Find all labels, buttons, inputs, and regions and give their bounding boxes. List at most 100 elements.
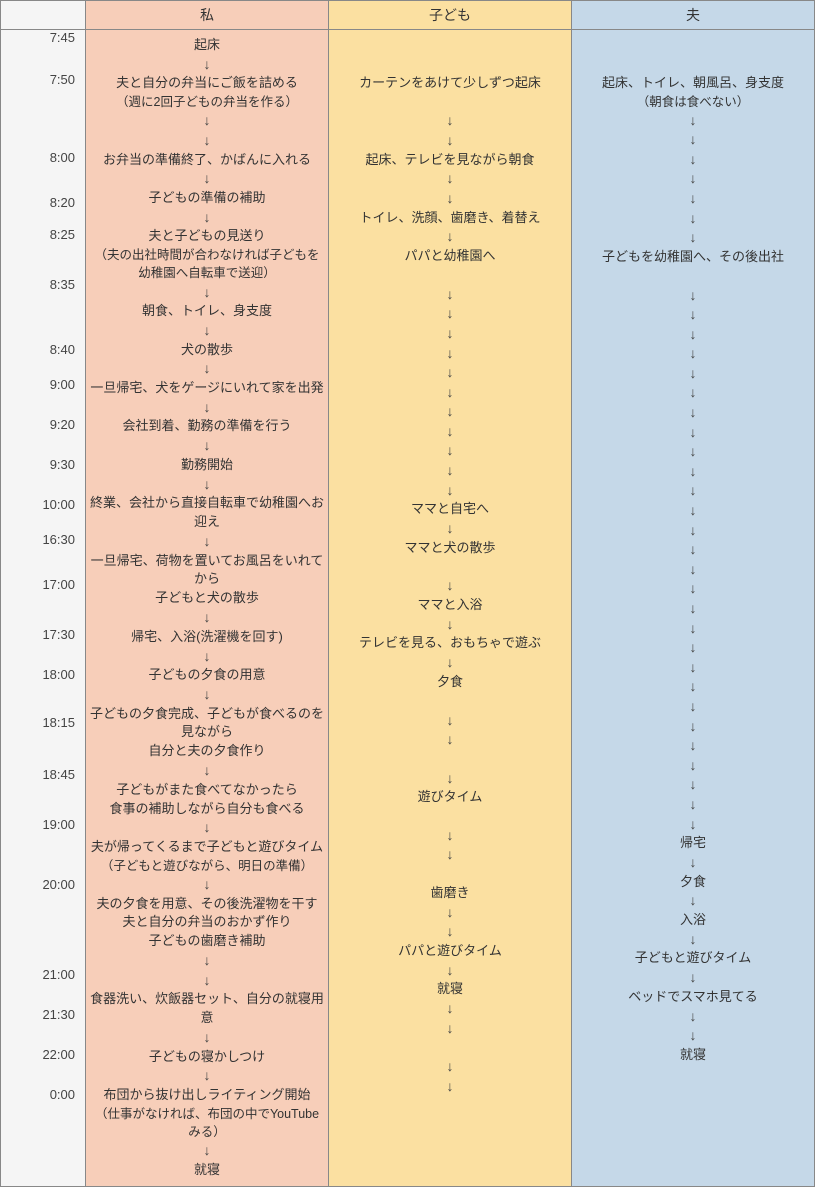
schedule-text xyxy=(333,93,567,112)
down-arrow-icon: ↓ xyxy=(576,891,810,911)
down-arrow-icon: ↓ xyxy=(333,481,567,501)
schedule-text: 幼稚園へ自転車で送迎） xyxy=(90,264,324,282)
time-header-blank xyxy=(1,1,86,29)
time-label: 21:00 xyxy=(0,967,85,982)
down-arrow-icon: ↓ xyxy=(576,286,810,306)
down-arrow-icon: ↓ xyxy=(576,111,810,131)
down-arrow-icon: ↓ xyxy=(576,442,810,462)
down-arrow-icon: ↓ xyxy=(576,305,810,325)
down-arrow-icon: ↓ xyxy=(576,930,810,950)
schedule-text: 犬の散歩 xyxy=(90,341,324,360)
down-arrow-icon: ↓ xyxy=(576,795,810,815)
schedule-text: ベッドでスマホ見てる xyxy=(576,988,810,1007)
down-arrow-icon: ↓ xyxy=(576,383,810,403)
column-header-husband: 夫 xyxy=(572,1,814,29)
schedule-text: 勤務開始 xyxy=(90,456,324,475)
down-arrow-icon: ↓ xyxy=(576,540,810,560)
down-arrow-icon: ↓ xyxy=(576,736,810,756)
schedule-text xyxy=(333,865,567,884)
schedule-text: 夕食 xyxy=(333,673,567,692)
schedule-text: 夫と自分の弁当にご飯を詰める xyxy=(90,74,324,93)
time-label: 8:25 xyxy=(0,227,85,242)
schedule-text: 就寝 xyxy=(576,1046,810,1065)
down-arrow-icon: ↓ xyxy=(90,169,324,189)
down-arrow-icon: ↓ xyxy=(333,402,567,422)
schedule-text: 帰宅、入浴(洗濯機を回す) xyxy=(90,628,324,647)
down-arrow-icon: ↓ xyxy=(90,761,324,781)
down-arrow-icon: ↓ xyxy=(576,189,810,209)
down-arrow-icon: ↓ xyxy=(333,519,567,539)
time-label: 0:00 xyxy=(0,1087,85,1102)
schedule-text: トイレ、洗顔、歯磨き、着替え xyxy=(333,209,567,228)
time-label: 21:30 xyxy=(0,1007,85,1022)
down-arrow-icon: ↓ xyxy=(90,818,324,838)
schedule-text: 夫が帰ってくるまで子どもと遊びタイム xyxy=(90,838,324,857)
down-arrow-icon: ↓ xyxy=(333,826,567,846)
down-arrow-icon: ↓ xyxy=(90,321,324,341)
schedule-text: 帰宅 xyxy=(576,834,810,853)
schedule-text: 子どもがまた食べてなかったら xyxy=(90,781,324,800)
down-arrow-icon: ↓ xyxy=(90,283,324,303)
schedule-text: 子どもの準備の補助 xyxy=(90,189,324,208)
schedule-text: 遊びタイム xyxy=(333,788,567,807)
schedule-text xyxy=(333,55,567,74)
body-row: 7:457:508:008:208:258:358:409:009:209:30… xyxy=(1,30,814,1186)
down-arrow-icon: ↓ xyxy=(90,131,324,151)
down-arrow-icon: ↓ xyxy=(333,461,567,481)
schedule-text: パパと遊びタイム xyxy=(333,942,567,961)
schedule-text: 夫の夕食を用意、その後洗濯物を干す xyxy=(90,895,324,914)
down-arrow-icon: ↓ xyxy=(576,364,810,384)
schedule-text: 一旦帰宅、犬をゲージにいれて家を出発 xyxy=(90,379,324,398)
down-arrow-icon: ↓ xyxy=(576,638,810,658)
down-arrow-icon: ↓ xyxy=(333,344,567,364)
schedule-text: ママと犬の散歩 xyxy=(333,539,567,558)
down-arrow-icon: ↓ xyxy=(576,579,810,599)
schedule-text: ママと入浴 xyxy=(333,596,567,615)
schedule-text: パパと幼稚園へ xyxy=(333,247,567,266)
schedule-text: 起床 xyxy=(90,36,324,55)
down-arrow-icon: ↓ xyxy=(333,227,567,247)
time-label: 18:45 xyxy=(0,767,85,782)
down-arrow-icon: ↓ xyxy=(90,55,324,75)
schedule-text xyxy=(333,558,567,577)
time-label: 20:00 xyxy=(0,877,85,892)
schedule-text: 起床、テレビを見ながら朝食 xyxy=(333,151,567,170)
down-arrow-icon: ↓ xyxy=(90,685,324,705)
schedule-text: 就寝 xyxy=(90,1161,324,1180)
schedule-text: ママと自宅へ xyxy=(333,500,567,519)
down-arrow-icon: ↓ xyxy=(576,1007,810,1027)
down-arrow-icon: ↓ xyxy=(333,653,567,673)
down-arrow-icon: ↓ xyxy=(333,1077,567,1097)
schedule-text: （仕事がなければ、布団の中でYouTubeみる） xyxy=(90,1105,324,1141)
column-header-child: 子ども xyxy=(329,1,572,29)
schedule-text: 布団から抜け出しライティング開始 xyxy=(90,1086,324,1105)
schedule-text: 子どもの夕食の用意 xyxy=(90,666,324,685)
down-arrow-icon: ↓ xyxy=(576,815,810,835)
time-label: 19:00 xyxy=(0,817,85,832)
down-arrow-icon: ↓ xyxy=(90,111,324,131)
schedule-text xyxy=(576,1065,810,1084)
schedule-text: 子どもの夕食完成、子どもが食べるのを見ながら xyxy=(90,705,324,743)
schedule-text: 終業、会社から直接自転車で幼稚園へお迎え xyxy=(90,494,324,532)
time-column: 7:457:508:008:208:258:358:409:009:209:30… xyxy=(1,30,86,1186)
down-arrow-icon: ↓ xyxy=(576,677,810,697)
down-arrow-icon: ↓ xyxy=(333,903,567,923)
time-label: 8:20 xyxy=(0,195,85,210)
down-arrow-icon: ↓ xyxy=(333,189,567,209)
schedule-text: 子どもの歯磨き補助 xyxy=(90,932,324,951)
time-label: 9:20 xyxy=(0,417,85,432)
down-arrow-icon: ↓ xyxy=(90,208,324,228)
down-arrow-icon: ↓ xyxy=(90,951,324,971)
time-label: 9:30 xyxy=(0,457,85,472)
down-arrow-icon: ↓ xyxy=(576,756,810,776)
schedule-text: 会社到着、勤務の準備を行う xyxy=(90,417,324,436)
down-arrow-icon: ↓ xyxy=(90,398,324,418)
schedule-text: 子どもと遊びタイム xyxy=(576,949,810,968)
down-arrow-icon: ↓ xyxy=(90,647,324,667)
down-arrow-icon: ↓ xyxy=(576,209,810,229)
down-arrow-icon: ↓ xyxy=(90,1066,324,1086)
down-arrow-icon: ↓ xyxy=(333,845,567,865)
schedule-text: 就寝 xyxy=(333,980,567,999)
down-arrow-icon: ↓ xyxy=(333,576,567,596)
down-arrow-icon: ↓ xyxy=(90,1141,324,1161)
